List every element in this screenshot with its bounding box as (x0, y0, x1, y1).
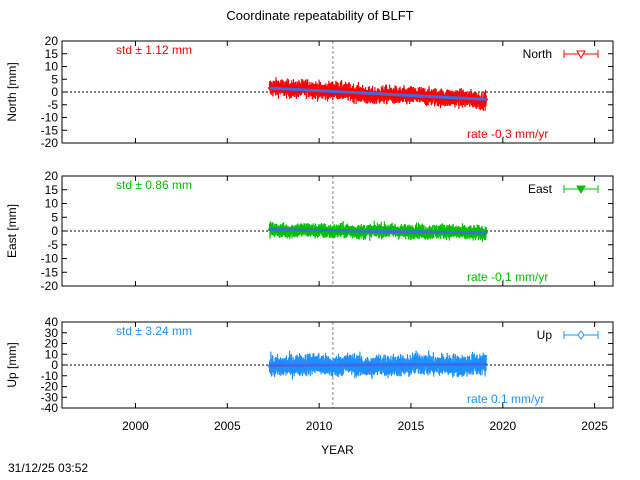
y-tick-label: 20 (45, 337, 59, 351)
y-tick-label: -15 (41, 123, 59, 137)
y-axis-label: East [mm] (5, 204, 19, 258)
y-axis-label: North [mm] (5, 62, 19, 121)
legend-label: North (523, 47, 552, 61)
plot-frame (61, 175, 614, 287)
legend-label: Up (537, 328, 553, 342)
y-tick-label: -20 (41, 279, 59, 293)
std-label: std ± 3.24 mm (116, 324, 192, 338)
y-tick-label: -10 (41, 369, 59, 383)
y-tick-label: 40 (45, 315, 59, 329)
trend-line (269, 228, 487, 235)
y-tick-label: -30 (41, 390, 59, 404)
y-tick-label: -15 (41, 265, 59, 279)
y-tick-label: 10 (45, 197, 59, 211)
y-tick-label: -20 (41, 380, 59, 394)
legend-marker (576, 50, 586, 60)
x-tick-label: 2020 (489, 419, 516, 433)
chart-title: Coordinate repeatability of BLFT (226, 8, 414, 23)
rate-label: rate 0.1 mm/yr (467, 392, 544, 406)
trend-line (269, 362, 487, 368)
y-tick-label: 0 (51, 85, 58, 99)
plot-frame (61, 40, 614, 144)
y-tick-label: -5 (47, 98, 58, 112)
x-tick-label: 2010 (306, 419, 333, 433)
x-axis-label: YEAR (321, 443, 354, 457)
x-tick-label: 2000 (122, 419, 149, 433)
y-tick-label: -40 (41, 401, 59, 415)
legend-marker (577, 330, 585, 340)
rate-label: rate -0.1 mm/yr (467, 270, 548, 284)
y-tick-label: 10 (45, 347, 59, 361)
data-point (369, 95, 373, 99)
x-tick-label: 2015 (398, 419, 425, 433)
y-tick-label: 20 (45, 34, 59, 48)
y-tick-label: 10 (45, 60, 59, 74)
y-tick-label: 5 (51, 72, 58, 86)
y-axis-label: Up [mm] (5, 342, 19, 387)
y-tick-label: 0 (51, 224, 58, 238)
std-label: std ± 0.86 mm (116, 178, 192, 192)
y-tick-label: 30 (45, 326, 59, 340)
x-tick-label: 2025 (581, 419, 608, 433)
y-tick-label: -10 (41, 111, 59, 125)
trend-line (269, 86, 487, 101)
y-tick-label: -10 (41, 252, 59, 266)
legend-marker (576, 185, 586, 195)
plot-frame (61, 321, 614, 409)
y-tick-label: -5 (47, 238, 58, 252)
y-tick-label: 15 (45, 183, 59, 197)
y-tick-label: 5 (51, 210, 58, 224)
y-tick-label: -20 (41, 136, 59, 150)
y-tick-label: 0 (51, 358, 58, 372)
rate-label: rate -0.3 mm/yr (467, 127, 548, 141)
legend-label: East (528, 182, 553, 196)
y-tick-label: 15 (45, 47, 59, 61)
data-point (369, 366, 373, 370)
x-tick-label: 2005 (214, 419, 241, 433)
std-label: std ± 1.12 mm (116, 43, 192, 57)
timestamp: 31/12/25 03:52 (8, 461, 89, 475)
y-tick-label: 20 (45, 169, 59, 183)
